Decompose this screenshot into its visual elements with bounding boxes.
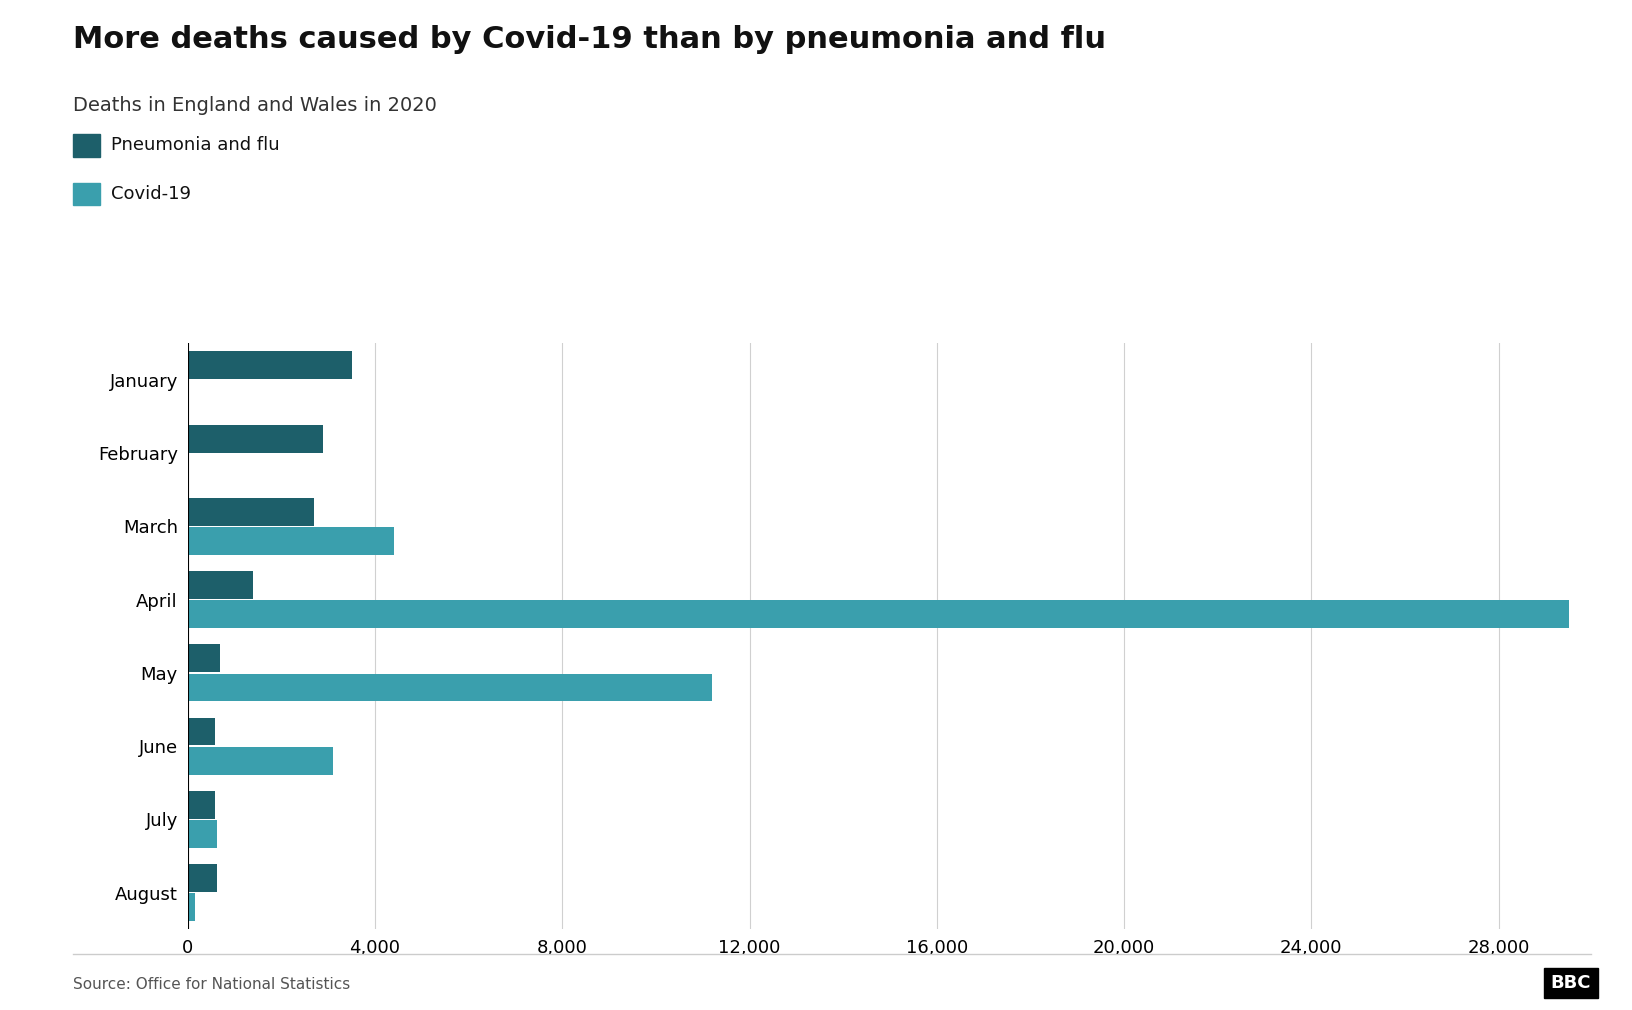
- Text: Deaths in England and Wales in 2020: Deaths in England and Wales in 2020: [73, 96, 437, 115]
- Bar: [188, 351, 351, 380]
- Text: Covid-19: Covid-19: [111, 185, 191, 203]
- Bar: [188, 820, 217, 848]
- Bar: [188, 600, 1568, 628]
- Bar: [188, 893, 194, 921]
- Text: More deaths caused by Covid-19 than by pneumonia and flu: More deaths caused by Covid-19 than by p…: [73, 25, 1106, 55]
- Bar: [188, 864, 217, 892]
- Bar: [188, 674, 712, 702]
- Bar: [188, 746, 333, 775]
- Bar: [188, 791, 215, 819]
- Text: Source: Office for National Statistics: Source: Office for National Statistics: [73, 977, 351, 992]
- Bar: [188, 644, 220, 673]
- Bar: [188, 498, 313, 526]
- Bar: [188, 717, 215, 745]
- Text: BBC: BBC: [1550, 974, 1591, 992]
- Bar: [188, 527, 393, 556]
- Text: Pneumonia and flu: Pneumonia and flu: [111, 136, 279, 155]
- Bar: [188, 571, 253, 599]
- Bar: [188, 424, 323, 452]
